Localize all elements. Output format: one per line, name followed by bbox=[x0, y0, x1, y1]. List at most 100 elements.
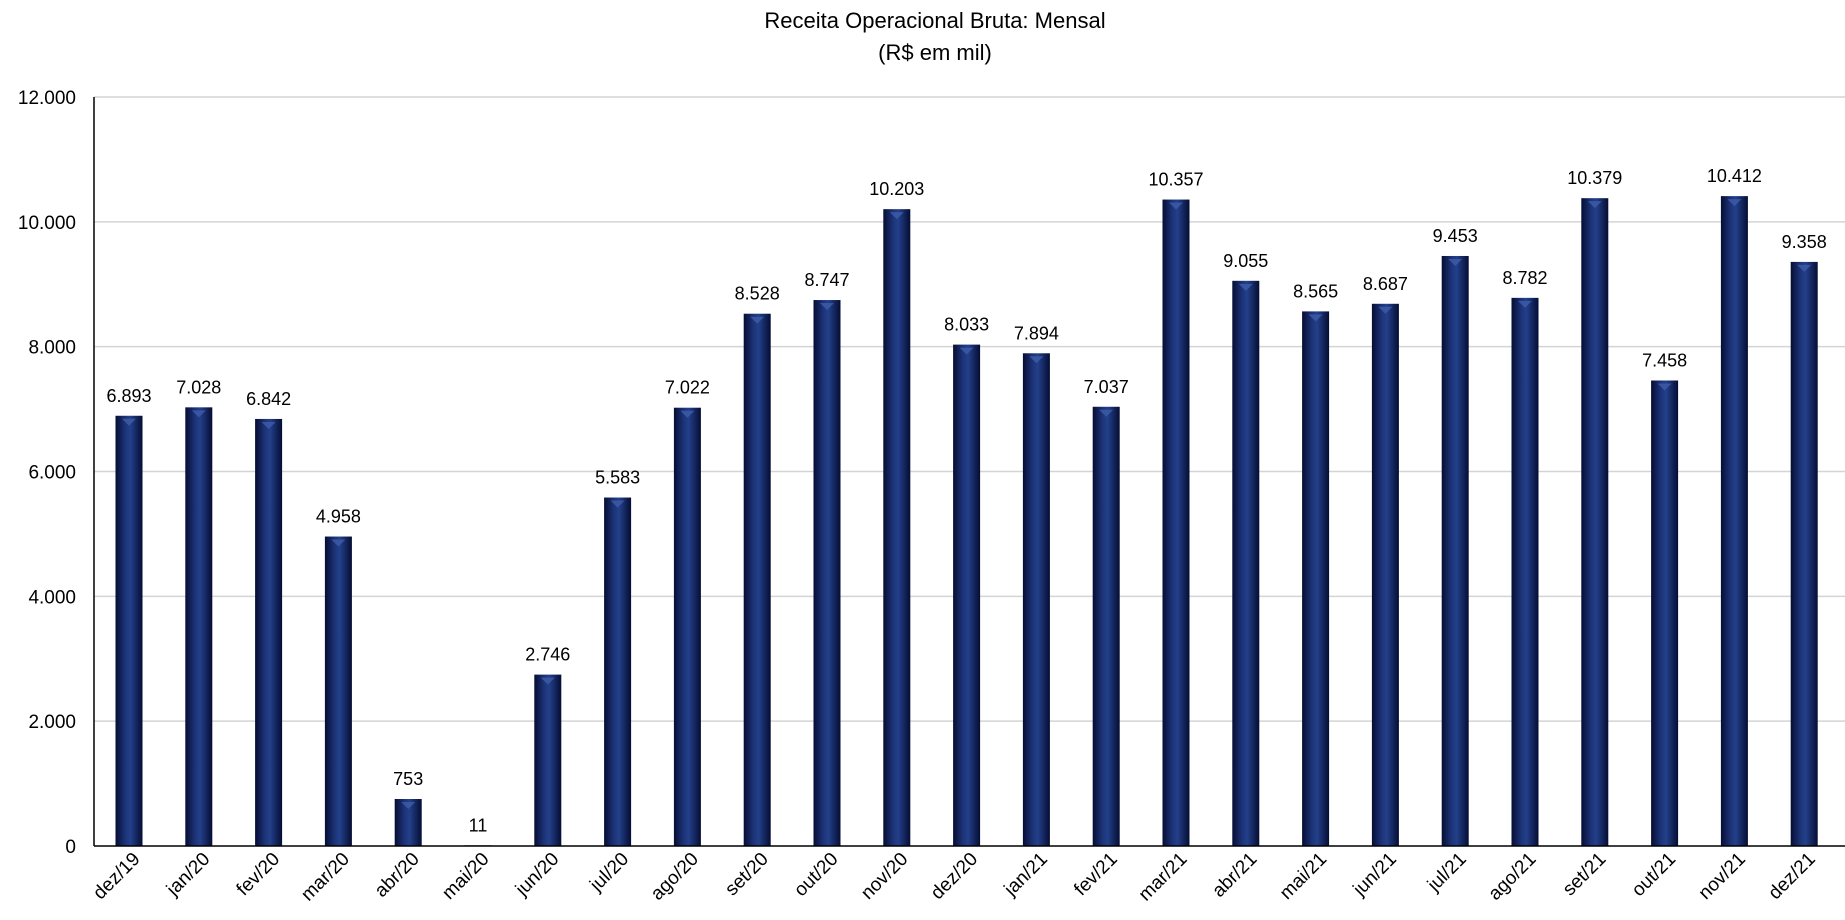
data-label: 10.203 bbox=[869, 179, 924, 199]
bar-highlight bbox=[401, 802, 416, 810]
bar bbox=[953, 344, 981, 846]
data-label: 2.746 bbox=[525, 645, 570, 665]
y-tick-label: 10.000 bbox=[18, 213, 76, 234]
x-tick-label: mar/20 bbox=[297, 849, 354, 906]
bar-highlight bbox=[191, 410, 206, 418]
bar bbox=[1092, 406, 1120, 846]
x-tick-label: abr/20 bbox=[371, 849, 424, 902]
x-tick-label: mai/21 bbox=[1276, 849, 1331, 904]
bar bbox=[673, 407, 701, 846]
y-tick-label: 4.000 bbox=[28, 587, 76, 608]
data-label: 8.687 bbox=[1363, 274, 1408, 294]
bar bbox=[185, 407, 213, 846]
bar bbox=[1302, 311, 1330, 846]
bar-highlight bbox=[1308, 314, 1323, 322]
y-tick-label: 0 bbox=[65, 837, 76, 858]
x-tick-label: abr/21 bbox=[1208, 849, 1261, 902]
bar-highlight bbox=[1727, 199, 1742, 207]
bar-highlight bbox=[610, 500, 625, 508]
bar-highlight bbox=[1169, 202, 1183, 210]
y-tick-label: 2.000 bbox=[28, 712, 76, 733]
data-label: 753 bbox=[393, 769, 423, 789]
bar bbox=[115, 415, 143, 846]
x-axis: dez/19 jan/20 fev/20 mar/20 abr/20 mai/20 jun/… bbox=[89, 845, 1845, 906]
y-tick-label: 8.000 bbox=[28, 338, 76, 359]
bar-highlight bbox=[122, 418, 136, 426]
data-label: 8.033 bbox=[944, 315, 989, 335]
bar bbox=[1162, 199, 1190, 846]
chart-subtitle: (R$ em mil) bbox=[878, 40, 992, 65]
data-label: 6.893 bbox=[106, 386, 151, 406]
bar-highlight bbox=[1378, 306, 1393, 314]
bar bbox=[813, 300, 841, 847]
data-label: 9.055 bbox=[1223, 251, 1268, 271]
x-tick-label: out/20 bbox=[790, 849, 842, 901]
bar-highlight bbox=[1099, 409, 1114, 417]
bar-highlight bbox=[1448, 258, 1463, 266]
bar bbox=[255, 418, 283, 846]
chart-title: Receita Operacional Bruta: Mensal bbox=[764, 8, 1105, 33]
bar bbox=[324, 536, 352, 846]
x-tick-label: fev/21 bbox=[1070, 849, 1121, 900]
data-label: 7.022 bbox=[665, 378, 710, 398]
bar bbox=[1441, 255, 1469, 847]
bar-highlight bbox=[750, 316, 765, 324]
data-label: 8.782 bbox=[1502, 268, 1547, 288]
data-label: 7.028 bbox=[176, 377, 221, 397]
data-label: 8.747 bbox=[804, 270, 849, 290]
bar-highlight bbox=[1029, 356, 1044, 364]
bar-highlight bbox=[1657, 383, 1672, 391]
bar-highlight bbox=[680, 410, 695, 418]
bar bbox=[1581, 198, 1609, 846]
bar-highlight bbox=[959, 347, 974, 355]
data-label: 8.565 bbox=[1293, 281, 1338, 301]
x-tick-label: jul/21 bbox=[1423, 849, 1471, 897]
x-tick-label: set/20 bbox=[721, 849, 772, 900]
data-label: 10.379 bbox=[1567, 168, 1622, 188]
data-label: 8.528 bbox=[735, 284, 780, 304]
bar bbox=[1790, 261, 1818, 846]
bar bbox=[1720, 196, 1748, 846]
x-tick-label: dez/19 bbox=[89, 849, 144, 904]
bar bbox=[743, 313, 771, 846]
bar-highlight bbox=[1797, 264, 1812, 272]
x-tick-label: nov/21 bbox=[1695, 849, 1750, 904]
x-tick-label: jun/20 bbox=[511, 849, 563, 901]
x-tick-label: ago/21 bbox=[1485, 849, 1541, 905]
x-tick-label: mar/21 bbox=[1135, 849, 1192, 906]
x-tick-label: jan/21 bbox=[1000, 849, 1052, 901]
x-tick-label: jul/20 bbox=[585, 849, 633, 897]
x-tick-label: nov/20 bbox=[857, 849, 912, 904]
data-label: 10.412 bbox=[1707, 166, 1762, 186]
bar bbox=[1022, 353, 1050, 846]
bars bbox=[115, 196, 1818, 847]
bar-highlight bbox=[1238, 283, 1253, 291]
bar-highlight bbox=[540, 677, 555, 685]
data-label: 7.037 bbox=[1084, 377, 1129, 397]
data-label: 11 bbox=[469, 815, 488, 835]
x-tick-label: set/21 bbox=[1559, 849, 1610, 900]
data-label: 6.842 bbox=[246, 389, 291, 409]
y-tick-label: 6.000 bbox=[28, 463, 76, 484]
bar bbox=[883, 209, 911, 847]
bar-highlight bbox=[261, 421, 276, 429]
x-tick-label: fev/20 bbox=[233, 849, 284, 900]
data-label: 9.358 bbox=[1782, 232, 1827, 252]
x-tick-label: out/21 bbox=[1628, 849, 1680, 901]
data-label: 4.958 bbox=[316, 507, 361, 527]
data-label: 9.453 bbox=[1433, 226, 1478, 246]
x-tick-label: mai/20 bbox=[438, 849, 493, 904]
bar bbox=[1511, 297, 1539, 847]
bar bbox=[1651, 380, 1679, 846]
x-tick-label: dez/20 bbox=[927, 849, 982, 904]
y-tick-label: 12.000 bbox=[18, 88, 76, 109]
y-axis: 0 2.000 4.000 6.000 8.000 10.000 12.000 bbox=[18, 88, 95, 858]
bar-highlight bbox=[1518, 300, 1532, 308]
data-label: 7.894 bbox=[1014, 323, 1059, 343]
x-tick-label: dez/21 bbox=[1765, 849, 1820, 904]
bar bbox=[1232, 280, 1260, 846]
bar bbox=[534, 674, 562, 846]
data-label: 7.458 bbox=[1642, 350, 1687, 370]
x-tick-label: ago/20 bbox=[647, 849, 703, 905]
